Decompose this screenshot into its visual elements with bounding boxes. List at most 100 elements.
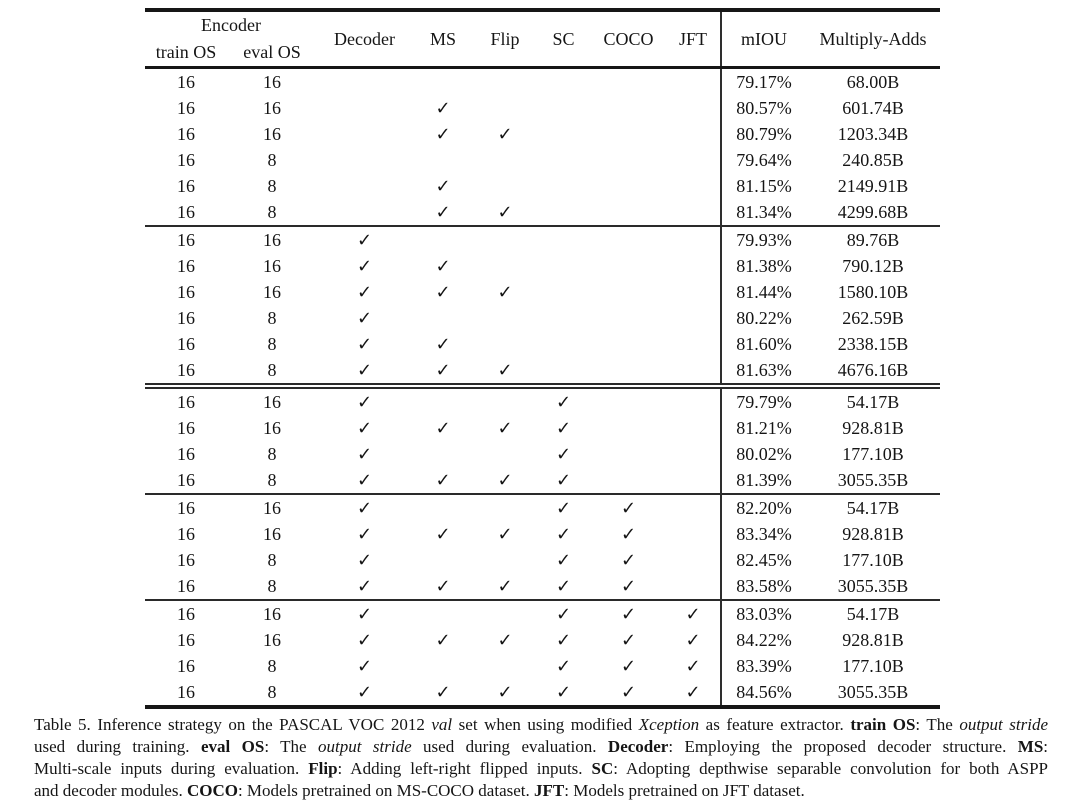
cell-miou: 81.34% [720, 199, 806, 226]
cell-train_os: 16 [177, 150, 195, 170]
table-row: 16 16 ✓ ✓ 80.79% 1203.34B [145, 121, 940, 147]
caption-text: Table 5. Inference strategy on the PASCA… [34, 715, 432, 734]
checkmark-cell-jft [666, 225, 721, 253]
cell-train_os: 16 [177, 630, 195, 650]
cell-madds: 177.10B [842, 550, 904, 570]
cell-miou: 82.45% [720, 547, 806, 573]
checkmark-cell-jft [666, 199, 721, 226]
table-row: 16 8 ✓ ✓ ✓ ✓ 83.39% 177.10B [145, 653, 940, 679]
cell-eval_os: 8 [267, 150, 277, 170]
caption-line: and decoder modules. COCO: Models pretra… [34, 780, 1048, 802]
col-header-multiply-adds: Multiply-Adds [806, 10, 940, 69]
checkmark-cell-coco [591, 68, 666, 96]
checkmark-cell-ms: ✓ [435, 682, 451, 702]
table-row: 16 16 79.17% 68.00B [145, 67, 940, 96]
cell-eval_os: 8 [267, 308, 277, 328]
checkmark-cell-coco [591, 467, 666, 494]
caption-text: output stride [959, 715, 1048, 734]
cell-madds: 928.81B [842, 630, 904, 650]
checkmark-cell-jft: ✓ [685, 682, 701, 702]
table-row: 16 8 ✓ ✓ 80.02% 177.10B [145, 441, 940, 467]
checkmark-cell-sc [536, 68, 591, 96]
checkmark-cell-decoder: ✓ [356, 256, 373, 276]
cell-eval_os: 16 [263, 124, 281, 144]
checkmark-cell-coco [591, 357, 666, 386]
cell-miou: 80.79% [720, 121, 806, 147]
checkmark-cell-sc [536, 225, 591, 253]
caption-term: Flip [308, 759, 338, 778]
caption-line: Table 5. Inference strategy on the PASCA… [34, 714, 1048, 736]
cell-eval_os: 16 [263, 418, 281, 438]
checkmark-cell-decoder: ✓ [356, 550, 373, 570]
caption-text: : Models pretrained on JFT dataset. [564, 781, 805, 800]
table-body: 16 16 79.17% 68.00B 16 16 ✓ 80.57% 601.74B 16 16 ✓ ✓… [145, 67, 940, 707]
caption-text: Xception [638, 715, 700, 734]
checkmark-cell-flip: ✓ [497, 202, 513, 222]
table-row: 16 8 ✓ ✓ 81.60% 2338.15B [145, 331, 940, 357]
checkmark-cell-flip [474, 305, 536, 331]
checkmark-cell-coco [591, 279, 666, 305]
checkmark-cell-sc [536, 173, 591, 199]
checkmark-cell-sc: ✓ [555, 418, 572, 438]
checkmark-cell-jft [666, 383, 721, 415]
cell-eval_os: 16 [227, 383, 317, 415]
header-row-sub: train OS eval OS [145, 38, 940, 69]
cell-train_os: 16 [177, 550, 195, 570]
caption-text: : Adopting depthwise separable convoluti… [613, 759, 1048, 778]
checkmark-cell-flip: ✓ [497, 470, 513, 490]
checkmark-cell-flip: ✓ [497, 360, 513, 380]
cell-train_os: 16 [177, 682, 195, 702]
caption-text: : Employing the proposed decoder structu… [668, 737, 1018, 756]
checkmark-cell-ms: ✓ [435, 124, 451, 144]
table-row: 16 16 ✓ ✓ ✓ ✓ ✓ ✓ 84.22% 928.81B [145, 627, 940, 653]
table-row: 16 16 ✓ 80.57% 601.74B [145, 95, 940, 121]
checkmark-cell-ms: ✓ [435, 360, 451, 380]
cell-madds: 54.17B [806, 599, 940, 627]
checkmark-cell-flip [474, 331, 536, 357]
checkmark-cell-coco [591, 331, 666, 357]
cell-miou: 81.44% [720, 279, 806, 305]
cell-train_os: 16 [177, 524, 195, 544]
checkmark-cell-coco: ✓ [620, 630, 637, 650]
cell-train_os: 16 [177, 282, 195, 302]
checkmark-cell-decoder: ✓ [317, 599, 412, 627]
checkmark-cell-ms: ✓ [435, 576, 451, 596]
checkmark-cell-decoder: ✓ [317, 493, 412, 521]
cell-eval_os: 8 [267, 360, 277, 380]
checkmark-cell-jft [666, 147, 721, 173]
checkmark-cell-decoder: ✓ [356, 334, 373, 354]
caption-text: used during training. [34, 737, 201, 756]
checkmark-cell-ms [412, 441, 474, 467]
cell-madds: 177.10B [842, 656, 904, 676]
checkmark-cell-sc: ✓ [555, 524, 572, 544]
caption-term: eval OS [200, 737, 265, 756]
cell-madds: 3055.35B [837, 470, 909, 490]
checkmark-cell-jft: ✓ [685, 630, 701, 650]
checkmark-cell-sc: ✓ [555, 630, 572, 650]
checkmark-cell-ms [412, 147, 474, 173]
checkmark-cell-ms: ✓ [435, 418, 451, 438]
cell-train_os: 16 [177, 360, 195, 380]
checkmark-cell-coco: ✓ [591, 493, 666, 521]
checkmark-cell-decoder [317, 199, 412, 226]
table-row: 16 16 ✓ 79.93% 89.76B [145, 225, 940, 253]
table-row: 16 16 ✓ ✓ ✓ ✓ ✓ 83.34% 928.81B [145, 521, 940, 547]
checkmark-cell-flip [474, 653, 536, 679]
cell-eval_os: 16 [263, 72, 281, 92]
checkmark-cell-decoder [317, 121, 412, 147]
checkmark-cell-decoder: ✓ [356, 656, 373, 676]
checkmark-cell-sc [536, 121, 591, 147]
checkmark-cell-coco: ✓ [620, 524, 637, 544]
col-header-jft: JFT [666, 10, 721, 69]
checkmark-cell-flip [474, 441, 536, 467]
cell-miou: 83.58% [720, 573, 806, 600]
cell-train_os: 16 [177, 334, 195, 354]
cell-eval_os: 8 [267, 550, 277, 570]
table-row: 16 16 ✓ ✓ 79.79% 54.17B [145, 383, 940, 415]
col-header-miou: mIOU [720, 10, 806, 69]
cell-madds: 4676.16B [837, 360, 909, 380]
cell-train_os: 16 [177, 202, 195, 222]
checkmark-cell-ms [412, 653, 474, 679]
checkmark-cell-ms [412, 493, 474, 521]
